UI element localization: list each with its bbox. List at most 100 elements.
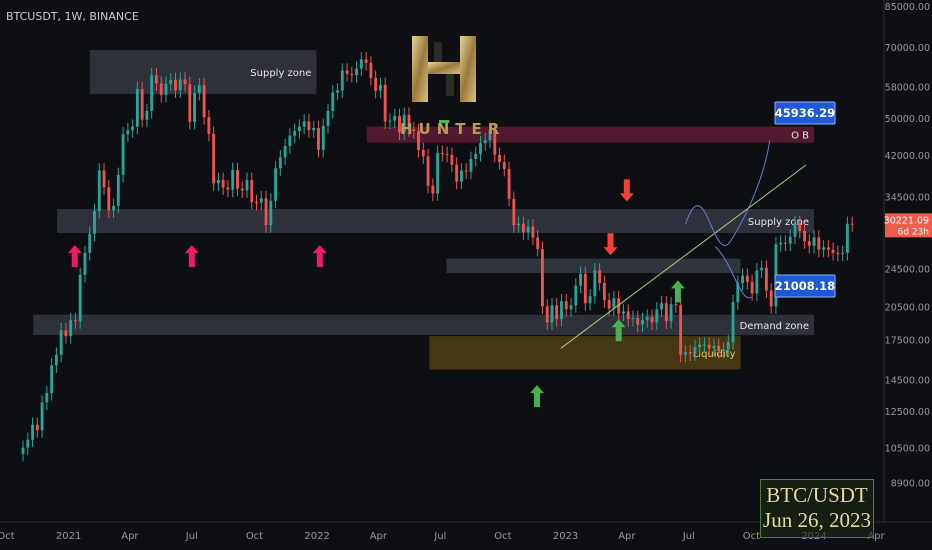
- candle-body: [622, 311, 625, 314]
- watermark-date: Jun 26, 2023: [763, 508, 871, 532]
- candle-body: [574, 285, 578, 306]
- candle: [407, 107, 411, 137]
- candle: [374, 70, 378, 99]
- candle: [459, 163, 463, 190]
- candle: [436, 145, 440, 201]
- candle-body: [393, 115, 397, 121]
- candle: [140, 81, 144, 128]
- candle-body: [536, 237, 540, 249]
- candle-body: [526, 226, 530, 233]
- candle: [312, 120, 316, 138]
- candle: [307, 114, 311, 138]
- candle-body: [31, 424, 34, 440]
- candle: [293, 123, 297, 144]
- candle-body: [150, 75, 154, 111]
- candle-body: [798, 223, 802, 231]
- candle-body: [760, 267, 764, 271]
- candle-body: [288, 135, 292, 146]
- candle: [636, 310, 640, 333]
- candle: [660, 295, 663, 317]
- candle-body: [517, 223, 521, 226]
- candle: [688, 344, 692, 361]
- candle: [274, 161, 278, 209]
- x-tick-label: Jul: [185, 531, 198, 542]
- candle-body: [736, 282, 740, 303]
- candle: [426, 149, 430, 194]
- candle: [798, 215, 802, 239]
- arrow-up-green: [611, 319, 626, 342]
- candle: [383, 77, 387, 129]
- candle-body: [693, 347, 697, 354]
- candle-body: [255, 201, 258, 203]
- candle-body: [159, 83, 163, 95]
- candle: [131, 119, 135, 138]
- candle: [350, 66, 354, 83]
- candle-body: [121, 134, 125, 175]
- candle: [21, 440, 25, 462]
- candle: [197, 77, 201, 101]
- x-tick-label: 2023: [553, 531, 578, 542]
- candle-body: [193, 92, 196, 122]
- candle-body: [836, 252, 840, 254]
- candle-body: [359, 59, 363, 69]
- candle-body: [817, 237, 821, 250]
- candle-body: [812, 237, 816, 246]
- candle-body: [135, 88, 139, 127]
- candle-body: [636, 317, 640, 325]
- candle-body: [607, 300, 611, 309]
- candle-body: [331, 92, 335, 111]
- candle: [512, 191, 516, 233]
- candle: [545, 299, 549, 330]
- candle-body: [493, 130, 497, 155]
- candle: [74, 312, 77, 329]
- candle-body: [669, 304, 673, 322]
- zone-supply-zone: [57, 209, 815, 234]
- x-tick-label: Jul: [433, 531, 446, 542]
- y-tick-label: 85000.00: [885, 2, 930, 13]
- candle: [583, 266, 587, 311]
- arrow-down-red: [619, 179, 634, 202]
- candle: [726, 334, 730, 358]
- candle: [755, 263, 759, 301]
- candle-body: [164, 83, 168, 95]
- candle-body: [202, 85, 206, 118]
- candle: [845, 216, 849, 261]
- candle-body: [545, 306, 549, 323]
- candle-body: [617, 298, 621, 314]
- candle: [50, 358, 54, 401]
- candle: [841, 245, 845, 262]
- candle-body: [683, 352, 687, 355]
- candle: [188, 76, 192, 130]
- candle: [622, 304, 625, 322]
- candle-body: [631, 317, 635, 320]
- candle: [488, 122, 492, 148]
- arrow-up-green: [670, 280, 685, 303]
- candle-body: [269, 200, 273, 226]
- candle-body: [674, 304, 678, 306]
- candle-body: [807, 241, 811, 246]
- candle-body: [221, 179, 225, 188]
- candle-body: [569, 305, 573, 310]
- candle: [817, 230, 821, 258]
- candle: [493, 122, 497, 163]
- candle-body: [178, 79, 182, 91]
- candle: [598, 263, 602, 291]
- candle: [664, 295, 668, 329]
- candle: [216, 172, 220, 191]
- candle: [526, 219, 530, 240]
- candle: [121, 127, 125, 183]
- candle: [536, 230, 540, 257]
- candle: [502, 154, 506, 177]
- candle: [398, 108, 401, 140]
- candle: [464, 163, 468, 180]
- candle: [450, 147, 454, 173]
- candle-body: [750, 282, 754, 294]
- candle-body: [712, 345, 716, 349]
- candle: [541, 241, 544, 314]
- candle-body: [188, 84, 192, 122]
- candle: [650, 309, 654, 330]
- upper-target: 45936.29: [774, 101, 836, 125]
- candle-body: [264, 198, 268, 226]
